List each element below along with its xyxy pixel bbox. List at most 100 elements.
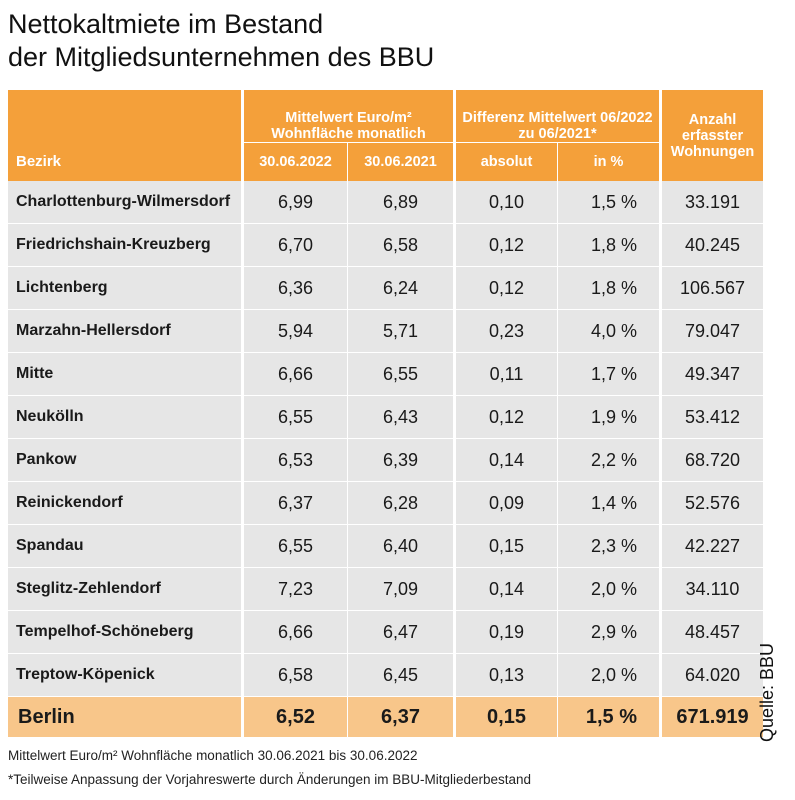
cell-pct: 2,0 %	[557, 568, 660, 611]
cell-pct: 1,8 %	[557, 224, 660, 267]
cell-anzahl: 106.567	[659, 267, 764, 310]
header-date-2022: 30.06.2022	[241, 142, 347, 181]
cell-bezirk: Treptow-Köpenick	[8, 654, 241, 697]
cell-abs: 0,14	[453, 568, 558, 611]
table-row: Spandau 6,55 6,40 0,15 2,3 % 42.227	[8, 525, 764, 568]
cell-v2022: 6,99	[241, 181, 347, 224]
cell-bezirk: Steglitz-Zehlendorf	[8, 568, 241, 611]
cell-bezirk: Marzahn-Hellersdorf	[8, 310, 241, 353]
cell-anzahl: 48.457	[659, 611, 764, 654]
cell-pct: 1,5 %	[557, 181, 660, 224]
rent-table: Mittelwert Euro/m² Wohnfläche monatlich …	[8, 90, 764, 737]
table-row: Charlottenburg-Wilmersdorf 6,99 6,89 0,10 1,…	[8, 181, 764, 224]
cell-v2022: 6,36	[241, 267, 347, 310]
header-absolut: absolut	[453, 142, 558, 181]
table-row: Marzahn-Hellersdorf 5,94 5,71 0,23 4,0 % 79.0…	[8, 310, 764, 353]
total-bezirk: Berlin	[8, 697, 241, 737]
cell-bezirk: Pankow	[8, 439, 241, 482]
table-row: Tempelhof-Schöneberg 6,66 6,47 0,19 2,9 % 48.…	[8, 611, 764, 654]
cell-bezirk: Neukölln	[8, 396, 241, 439]
cell-anzahl: 34.110	[659, 568, 764, 611]
cell-v2022: 7,23	[241, 568, 347, 611]
cell-v2021: 6,28	[347, 482, 454, 525]
cell-v2021: 6,89	[347, 181, 454, 224]
cell-abs: 0,14	[453, 439, 558, 482]
cell-bezirk: Reinickendorf	[8, 482, 241, 525]
cell-v2022: 6,58	[241, 654, 347, 697]
cell-pct: 1,9 %	[557, 396, 660, 439]
title-line-1: Nettokaltmiete im Bestand	[8, 9, 324, 39]
table-row: Treptow-Köpenick 6,58 6,45 0,13 2,0 % 64.020	[8, 654, 764, 697]
total-abs: 0,15	[453, 697, 558, 737]
cell-pct: 1,8 %	[557, 267, 660, 310]
total-v2021: 6,37	[347, 697, 454, 737]
cell-pct: 2,3 %	[557, 525, 660, 568]
cell-v2021: 6,55	[347, 353, 454, 396]
cell-bezirk: Tempelhof-Schöneberg	[8, 611, 241, 654]
cell-anzahl: 52.576	[659, 482, 764, 525]
header-date-2021: 30.06.2021	[347, 142, 454, 181]
cell-pct: 4,0 %	[557, 310, 660, 353]
page-title: Nettokaltmiete im Bestand der Mitgliedsu…	[8, 8, 434, 74]
cell-abs: 0,12	[453, 396, 558, 439]
cell-abs: 0,15	[453, 525, 558, 568]
table-row: Friedrichshain-Kreuzberg 6,70 6,58 0,12 1,8 …	[8, 224, 764, 267]
header-in-pct: in %	[557, 142, 660, 181]
cell-bezirk: Mitte	[8, 353, 241, 396]
cell-abs: 0,13	[453, 654, 558, 697]
cell-v2022: 6,53	[241, 439, 347, 482]
total-anzahl: 671.919	[659, 697, 764, 737]
cell-v2021: 6,24	[347, 267, 454, 310]
cell-bezirk: Spandau	[8, 525, 241, 568]
cell-v2021: 6,39	[347, 439, 454, 482]
cell-pct: 2,2 %	[557, 439, 660, 482]
header-differenz: Differenz Mittelwert 06/2022 zu 06/2021*	[453, 90, 660, 142]
cell-v2021: 6,40	[347, 525, 454, 568]
cell-anzahl: 42.227	[659, 525, 764, 568]
cell-v2022: 5,94	[241, 310, 347, 353]
cell-anzahl: 68.720	[659, 439, 764, 482]
cell-anzahl: 64.020	[659, 654, 764, 697]
cell-v2022: 6,70	[241, 224, 347, 267]
cell-pct: 1,4 %	[557, 482, 660, 525]
cell-v2022: 6,55	[241, 396, 347, 439]
cell-abs: 0,11	[453, 353, 558, 396]
total-v2022: 6,52	[241, 697, 347, 737]
cell-v2022: 6,66	[241, 353, 347, 396]
cell-abs: 0,10	[453, 181, 558, 224]
table-row: Reinickendorf 6,37 6,28 0,09 1,4 % 52.576	[8, 482, 764, 525]
header-mittelwert: Mittelwert Euro/m² Wohnfläche monatlich	[241, 90, 454, 142]
cell-pct: 1,7 %	[557, 353, 660, 396]
cell-v2021: 6,43	[347, 396, 454, 439]
cell-v2021: 5,71	[347, 310, 454, 353]
footnote-2: *Teilweise Anpassung der Vorjahreswerte …	[8, 772, 532, 787]
table-row: Steglitz-Zehlendorf 7,23 7,09 0,14 2,0 % 34.1…	[8, 568, 764, 611]
cell-v2022: 6,55	[241, 525, 347, 568]
header-bezirk: Bezirk	[8, 142, 241, 181]
cell-v2022: 6,37	[241, 482, 347, 525]
cell-v2021: 6,47	[347, 611, 454, 654]
cell-v2022: 6,66	[241, 611, 347, 654]
cell-v2021: 7,09	[347, 568, 454, 611]
cell-abs: 0,12	[453, 267, 558, 310]
cell-pct: 2,0 %	[557, 654, 660, 697]
source-label: Quelle: BBU	[757, 642, 777, 742]
cell-pct: 2,9 %	[557, 611, 660, 654]
title-line-2: der Mitgliedsunternehmen des BBU	[8, 42, 435, 72]
cell-anzahl: 33.191	[659, 181, 764, 224]
header-anzahl: Anzahl erfasster Wohnungen	[659, 90, 764, 181]
total-pct: 1,5 %	[557, 697, 660, 737]
table-row: Pankow 6,53 6,39 0,14 2,2 % 68.720	[8, 439, 764, 482]
cell-abs: 0,09	[453, 482, 558, 525]
cell-abs: 0,19	[453, 611, 558, 654]
cell-abs: 0,23	[453, 310, 558, 353]
footnote-1: Mittelwert Euro/m² Wohnfläche monatlich …	[8, 748, 418, 763]
cell-anzahl: 53.412	[659, 396, 764, 439]
cell-v2021: 6,45	[347, 654, 454, 697]
header-empty	[8, 90, 241, 142]
cell-abs: 0,12	[453, 224, 558, 267]
cell-anzahl: 40.245	[659, 224, 764, 267]
cell-bezirk: Friedrichshain-Kreuzberg	[8, 224, 241, 267]
cell-bezirk: Lichtenberg	[8, 267, 241, 310]
table-row: Neukölln 6,55 6,43 0,12 1,9 % 53.412	[8, 396, 764, 439]
